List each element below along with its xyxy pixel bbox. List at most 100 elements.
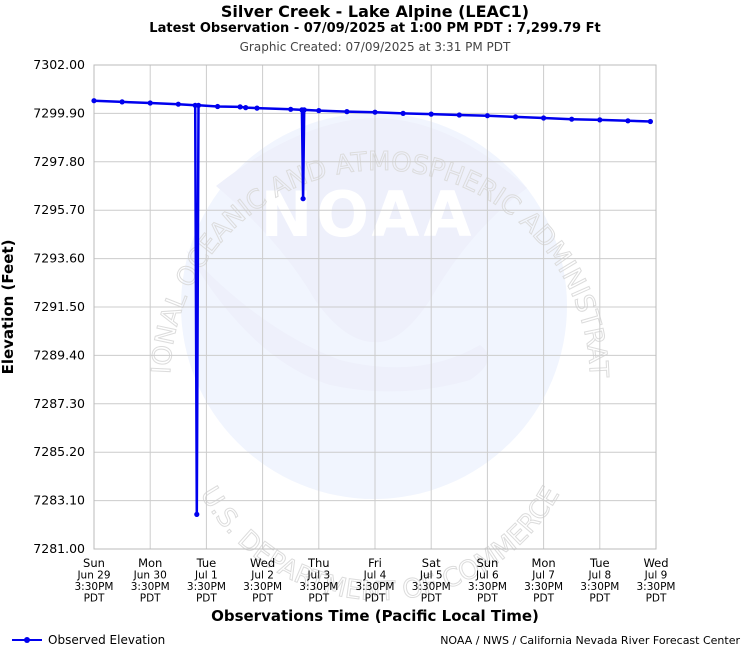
y-tick-label: 7283.10 (33, 493, 85, 508)
y-axis-ticks: 7302.00 7299.90 7297.80 7295.70 7293.60 7291.… (33, 57, 85, 556)
x-tick-label: 3:30PM (131, 581, 170, 593)
data-point (194, 511, 200, 517)
x-tick-label: PDT (421, 593, 442, 605)
data-point (316, 108, 322, 114)
y-tick-label: 7293.60 (33, 251, 85, 266)
x-tick-label: 3:30PM (187, 581, 226, 593)
x-tick-label: Jul 3 (306, 570, 330, 582)
x-tick-label: Wed (643, 556, 668, 570)
x-tick-label: Mon (531, 556, 555, 570)
x-tick-label: 3:30PM (412, 581, 451, 593)
data-point (300, 196, 306, 202)
graphic-created: Graphic Created: 07/09/2025 at 3:31 PM P… (239, 40, 511, 54)
x-tick-label: 3:30PM (580, 581, 619, 593)
x-tick-label: Jul 4 (363, 570, 387, 582)
x-tick-label: PDT (533, 593, 554, 605)
data-point (119, 99, 125, 105)
y-tick-label: 7302.00 (33, 57, 85, 72)
x-tick-label: 3:30PM (524, 581, 563, 593)
data-point (428, 111, 434, 117)
y-axis-label: Elevation (Feet) (0, 240, 17, 375)
y-tick-label: 7299.90 (33, 105, 85, 120)
series-line (93, 99, 651, 516)
watermark-logo-text: NOAA (261, 178, 476, 251)
x-tick-label: Sun (476, 556, 498, 570)
data-point (243, 105, 249, 111)
x-tick-label: 3:30PM (356, 581, 395, 593)
x-axis-label: Observations Time (Pacific Local Time) (211, 607, 539, 625)
data-point (647, 118, 654, 125)
x-tick-label: PDT (365, 593, 386, 605)
plot-border (93, 64, 657, 550)
data-point (195, 102, 202, 108)
x-tick-label: Jul 9 (644, 570, 668, 582)
grid-lines (93, 64, 657, 550)
x-tick-label: Jun 30 (133, 570, 167, 582)
y-tick-label: 7297.80 (33, 154, 85, 169)
credit-text: NOAA / NWS / California Nevada River For… (440, 634, 740, 647)
x-tick-label: Wed (250, 556, 275, 570)
x-tick-label: 3:30PM (637, 581, 676, 593)
x-tick-label: Jul 5 (419, 570, 443, 582)
y-tick-label: 7281.00 (33, 541, 85, 556)
series-observed-elevation (91, 98, 654, 517)
x-tick-label: 3:30PM (468, 581, 507, 593)
x-tick-label: PDT (196, 593, 217, 605)
x-tick-label: Jun 29 (76, 570, 110, 582)
x-tick-label: PDT (308, 593, 329, 605)
plot-frame (93, 64, 657, 550)
x-tick-label: PDT (646, 593, 667, 605)
noaa-watermark-logo: NOAANATIONAL OCEANIC AND ATMOSPHERIC ADM… (0, 0, 614, 608)
x-tick-label: 3:30PM (243, 581, 282, 593)
y-tick-label: 7287.30 (33, 396, 85, 411)
x-tick-label: Thu (307, 556, 330, 570)
x-tick-label: Tue (589, 556, 610, 570)
data-point (512, 114, 519, 120)
x-tick-label: Jul 1 (194, 570, 218, 582)
x-tick-label: PDT (140, 593, 161, 605)
latest-observation: Latest Observation - 07/09/2025 at 1:00 … (149, 21, 601, 36)
watermark-bird-shape (216, 118, 527, 343)
x-tick-label: PDT (589, 593, 610, 605)
x-tick-label: 3:30PM (299, 581, 338, 593)
data-point (147, 100, 153, 106)
x-tick-label: Jul 6 (475, 570, 499, 582)
x-tick-label: Tue (196, 556, 217, 570)
y-tick-label: 7295.70 (33, 202, 85, 217)
data-point (569, 116, 575, 122)
data-point (215, 103, 221, 110)
legend-label: Observed Elevation (48, 633, 166, 647)
legend-line-marker-icon (12, 637, 42, 643)
data-point (91, 98, 97, 104)
x-tick-label: PDT (252, 593, 273, 605)
watermark-wave-shape (186, 250, 488, 392)
x-tick-label: Fri (368, 556, 382, 570)
x-tick-label: Jul 8 (587, 570, 611, 582)
y-tick-label: 7291.50 (33, 299, 85, 314)
elevation-chart: NOAANATIONAL OCEANIC AND ATMOSPHERIC ADM… (0, 0, 676, 625)
x-tick-label: Mon (138, 556, 162, 570)
data-point (301, 107, 307, 113)
data-point (237, 104, 243, 110)
chart-title: Silver Creek - Lake Alpine (LEAC1) (220, 2, 530, 21)
data-point (456, 112, 462, 118)
legend: Observed Elevation (12, 633, 165, 647)
x-tick-label: Sat (422, 556, 441, 570)
x-tick-label: PDT (84, 593, 105, 605)
data-point (541, 115, 547, 121)
data-point (288, 106, 294, 112)
data-point (597, 117, 603, 123)
x-tick-label: PDT (477, 593, 498, 605)
data-point (484, 113, 490, 119)
y-tick-label: 7289.40 (33, 347, 85, 362)
data-point (372, 109, 378, 115)
y-tick-label: 7285.20 (33, 444, 85, 459)
data-point (175, 101, 181, 107)
data-point (625, 118, 631, 124)
x-tick-label: Sun (83, 556, 105, 570)
data-point (254, 105, 260, 111)
x-tick-label: Jul 7 (531, 570, 555, 582)
data-point (344, 109, 350, 115)
data-point (400, 110, 406, 116)
